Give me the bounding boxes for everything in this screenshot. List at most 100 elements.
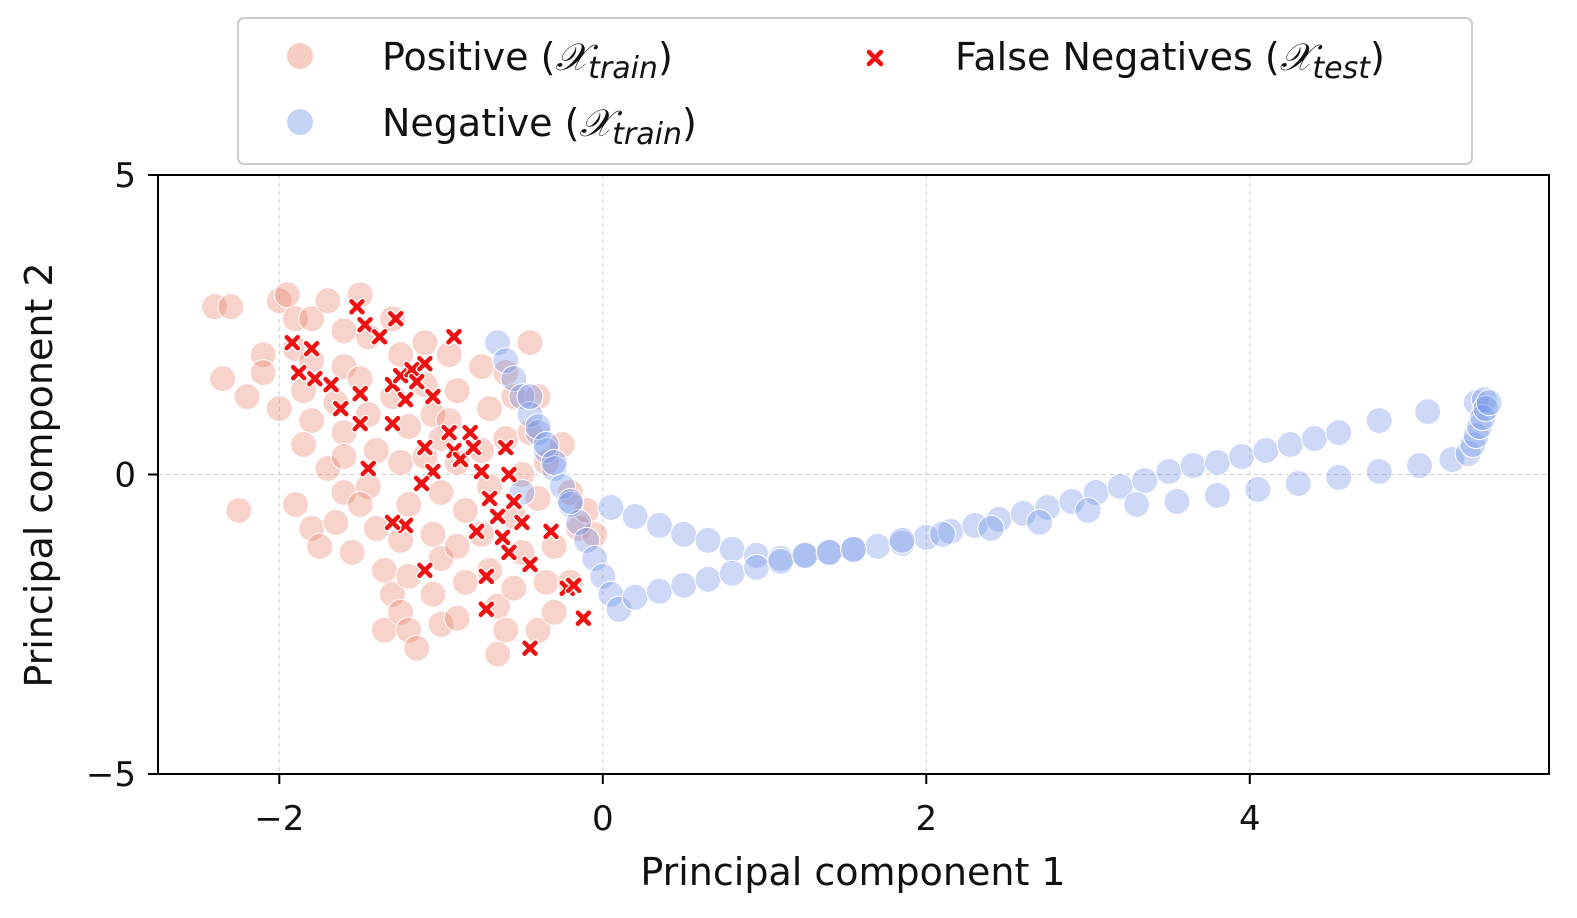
legend-marker-negative [287,109,313,135]
negative-point [1470,386,1498,414]
negative-point [645,511,673,539]
negative-point [1276,431,1304,459]
false-negative-marker [415,354,434,373]
positive-point [492,616,520,644]
negative-point [597,493,625,521]
legend-frame [237,17,1473,165]
false-negative-marker [493,528,512,547]
negative-point [718,535,746,563]
x-tick-label: 4 [1239,799,1261,839]
negative-point [1454,440,1482,468]
positive-point [419,520,447,548]
false-negative-marker [574,609,593,628]
positive-point [427,544,455,572]
false-negative-marker [444,327,463,346]
negative-point [670,520,698,548]
positive-point [201,293,229,321]
false-negative-marker [499,543,518,562]
false-negative-marker [480,489,499,508]
negative-point [1155,458,1183,486]
positive-point [225,496,253,524]
false-negative-marker [521,555,540,574]
y-axis-label: Principal component 2 [17,262,61,687]
negative-point [524,413,552,441]
false-negative-marker [512,513,531,532]
negative-point [694,565,722,593]
positive-point [443,532,471,560]
positive-point [209,365,237,393]
legend-marker-false-negatives [866,49,884,67]
false-negative-marker [356,315,375,334]
positive-point [379,580,407,608]
negative-point [573,526,601,554]
negative-point [1284,469,1312,497]
negative-point [1026,508,1054,536]
positive-point [427,478,455,506]
positive-point [217,293,245,321]
negative-point [540,455,568,483]
negative-point [492,347,520,375]
positive-point [265,395,293,423]
false-negative-marker [305,369,324,388]
positive-point [395,490,423,518]
false-negative-marker [496,438,515,457]
false-negative-marker [407,372,426,391]
positive-point [370,556,398,584]
negative-point [742,553,770,581]
positive-point [387,598,415,626]
negative-point [928,520,956,548]
false-negative-marker [542,522,561,541]
negative-point [1475,389,1503,417]
false-negative-marker [402,360,421,379]
negative-point [1252,437,1280,465]
positive-point [354,472,382,500]
false-negative-marker [477,600,496,619]
false-negative-marker [383,414,402,433]
negative-point [1365,458,1393,486]
false-negative-marker [440,423,459,442]
positive-point [532,568,560,596]
positive-point [281,490,309,518]
positive-point [330,353,358,381]
false-negative-marker [283,333,302,352]
positive-point [346,490,374,518]
negative-point [1365,407,1393,435]
x-tick-label: 2 [915,799,937,839]
negative-point [516,383,544,411]
negative-point [597,580,625,608]
false-negatives-series [283,297,593,658]
negative-point [500,365,528,393]
positive-point [370,616,398,644]
legend-entry-negative: Negative (𝒳train) [287,101,697,152]
negative-point [540,449,568,477]
false-negative-marker [415,561,434,580]
legend-label-false-negatives: False Negatives (𝒳test) [955,35,1385,86]
positive-point [314,287,342,315]
false-negative-marker [396,516,415,535]
negative-point [532,431,560,459]
negative-point [621,583,649,611]
positive-point [540,598,568,626]
positive-point [467,353,495,381]
negative-point [1203,449,1231,477]
false-negative-marker [461,423,480,442]
x-tick-label: 0 [592,799,614,839]
negative-point [548,472,576,500]
negative-point [1244,475,1272,503]
negative-point [670,571,698,599]
positive-point [500,574,528,602]
false-negative-marker [396,390,415,409]
false-negative-marker [331,399,350,418]
positive-point [403,634,431,662]
legend: Positive (𝒳train) False Negatives (𝒳test… [237,17,1473,165]
positive-point [362,437,390,465]
negative-point [1058,487,1086,515]
false-negative-marker [383,513,402,532]
negative-point [791,541,819,569]
y-tick-label: −5 [86,755,136,795]
false-negative-marker [451,450,470,469]
negative-point [1325,419,1353,447]
positive-point [330,443,358,471]
negative-point [1074,496,1102,524]
